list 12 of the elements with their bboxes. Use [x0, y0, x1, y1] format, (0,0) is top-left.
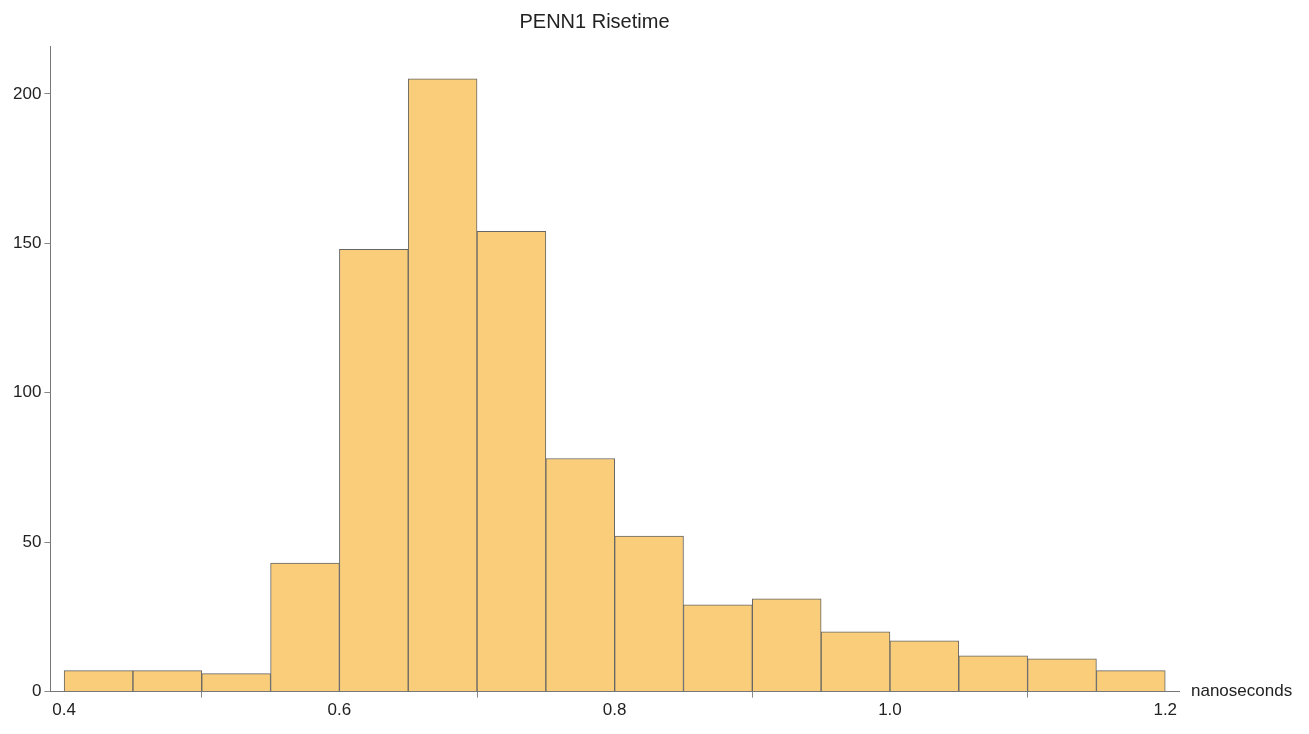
- x-axis-title: nanoseconds: [1191, 681, 1293, 701]
- x-tick-label: 0.4: [52, 700, 76, 720]
- y-tick-label: 150: [12, 232, 42, 252]
- x-tick-label: 1.0: [878, 700, 902, 720]
- x-tick-label: 0.8: [602, 700, 627, 720]
- y-tick-label: 200: [12, 83, 42, 103]
- x-tick-label: 0.6: [327, 700, 352, 720]
- y-tick-label: 0: [31, 681, 42, 701]
- y-tick-label: 100: [12, 382, 42, 402]
- x-tick-label: 1.2: [1153, 700, 1178, 720]
- chart-title: PENN1 Risetime: [519, 9, 670, 32]
- y-tick-label: 50: [22, 531, 42, 551]
